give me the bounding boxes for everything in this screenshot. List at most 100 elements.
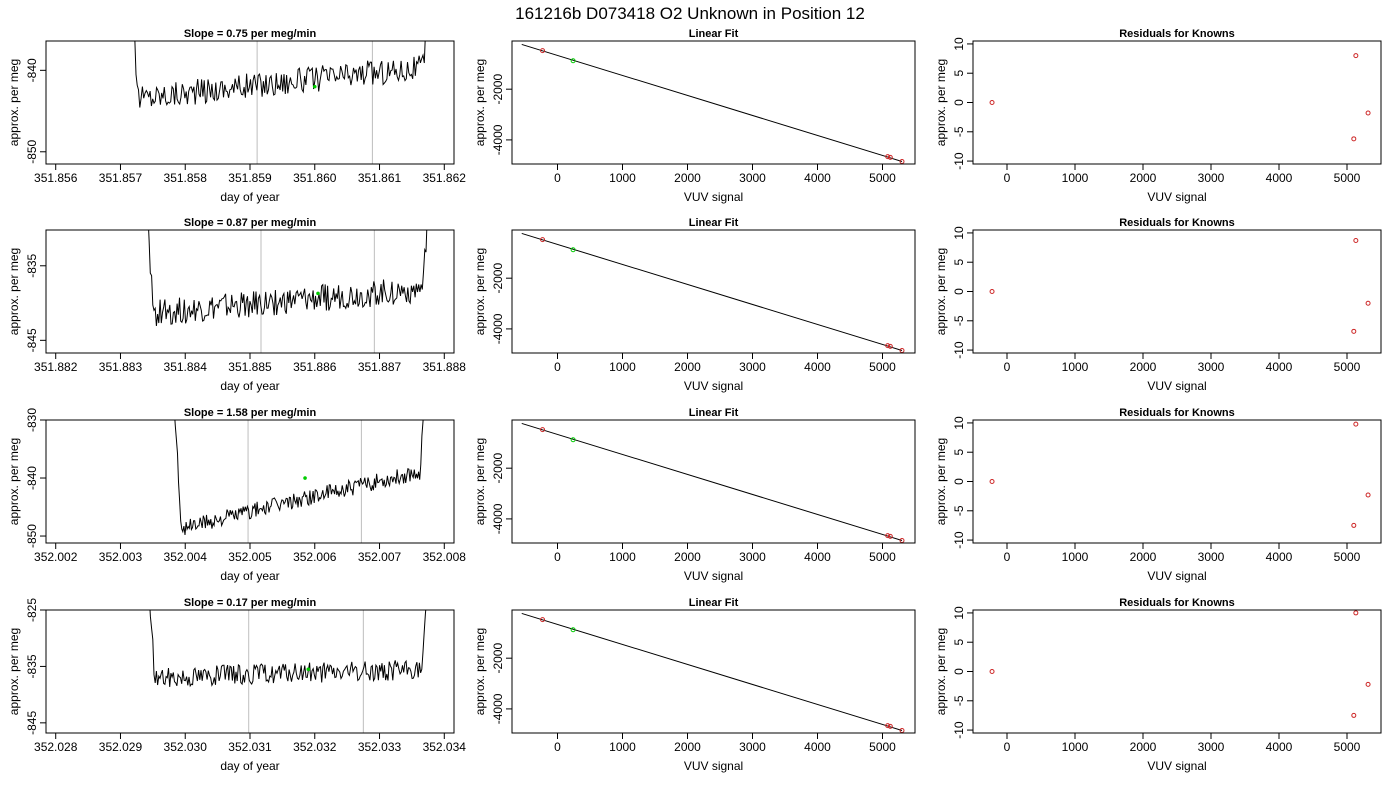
x-tick-label: 3000 <box>1198 550 1225 564</box>
x-tick-label: 0 <box>1004 360 1011 374</box>
x-tick-label: 1000 <box>609 550 636 564</box>
x-tick-label: 352.030 <box>164 740 208 754</box>
y-tick-label: -2000 <box>491 453 505 484</box>
x-tick-label: 351.883 <box>99 360 143 374</box>
y-tick-label: -10 <box>952 531 966 549</box>
y-tick-label: -4000 <box>491 124 505 155</box>
plot-area <box>521 612 905 733</box>
fit-line <box>521 612 903 731</box>
known-point <box>885 154 891 160</box>
y-tick-label: -5 <box>952 695 966 706</box>
plot-frame <box>45 609 455 734</box>
x-tick-label: 0 <box>554 550 561 564</box>
fit-panel-row-3: Linear Fit 0 1000 2000 3000 4000 5000 -2000 -400… <box>473 407 916 583</box>
y-tick-label: 5 <box>952 639 966 646</box>
x-tick-label: 3000 <box>1198 360 1225 374</box>
known-point <box>885 343 891 349</box>
y-axis-label: approx. per meg <box>473 248 487 335</box>
y-tick-label: -5 <box>952 315 966 326</box>
y-tick-label: -4000 <box>491 693 505 724</box>
unknown-point <box>570 247 576 253</box>
x-tick-label: 351.856 <box>34 171 78 185</box>
x-tick-label: 3000 <box>739 171 766 185</box>
known-point <box>899 347 905 353</box>
fit-line <box>521 422 903 541</box>
y-tick-label: -835 <box>25 253 39 277</box>
y-tick-label: -10 <box>952 341 966 359</box>
y-axis-label: approx. per meg <box>473 59 487 146</box>
residuals-panel-row-4: Residuals for Knowns 0 1000 2000 3000 4000 500… <box>934 597 1382 773</box>
x-tick-label: 2000 <box>674 740 701 754</box>
x-tick-label: 351.857 <box>99 171 143 185</box>
x-tick-label: 5000 <box>869 360 896 374</box>
y-tick-label: 5 <box>952 259 966 266</box>
x-tick-label: 0 <box>554 740 561 754</box>
signal-trace-line <box>174 420 424 536</box>
x-tick-label: 4000 <box>1266 740 1293 754</box>
panel-title: Slope = 0.87 per meg/min <box>184 217 317 229</box>
y-tick-label: 0 <box>952 478 966 485</box>
x-axis-label: day of year <box>220 379 279 393</box>
plot-frame <box>972 40 1382 165</box>
residual-point <box>1353 238 1359 244</box>
plot-area <box>989 610 1371 718</box>
known-point <box>899 158 905 164</box>
y-tick-label: -840 <box>25 58 39 82</box>
y-axis-label: approx. per meg <box>934 248 948 335</box>
x-tick-label: 352.004 <box>164 550 208 564</box>
unknown-mean-point <box>316 291 320 296</box>
plot-area <box>521 232 905 353</box>
y-axis-label: approx. per meg <box>7 438 21 525</box>
residual-point <box>989 479 995 484</box>
trace-panel-row-1: Slope = 0.75 per meg/min 351.856 351.857 35… <box>7 28 466 204</box>
panels: Slope = 0.75 per meg/min 351.856 351.857 35… <box>7 28 1382 773</box>
plot-frame <box>972 229 1382 354</box>
x-axis-label: VUV signal <box>1147 759 1206 773</box>
known-point <box>885 723 891 729</box>
x-tick-label: 1000 <box>1062 740 1089 754</box>
known-point <box>899 537 905 543</box>
signal-trace-line <box>149 610 427 688</box>
y-tick-label: -10 <box>952 152 966 170</box>
plot-area <box>134 41 426 164</box>
residuals-panel-row-2: Residuals for Knowns 0 1000 2000 3000 4000 500… <box>934 217 1382 393</box>
plot-area <box>989 53 1371 142</box>
plot-frame <box>45 40 455 165</box>
x-axis-label: day of year <box>220 759 279 773</box>
y-axis-label: approx. per meg <box>473 438 487 525</box>
panel-title: Slope = 1.58 per meg/min <box>184 407 317 419</box>
x-tick-label: 3000 <box>739 360 766 374</box>
x-tick-label: 2000 <box>1130 360 1157 374</box>
unknown-point <box>570 627 576 633</box>
x-tick-label: 3000 <box>1198 171 1225 185</box>
x-tick-label: 1000 <box>609 740 636 754</box>
x-tick-label: 5000 <box>1334 740 1361 754</box>
plot-area <box>149 610 427 733</box>
y-axis-label: approx. per meg <box>473 628 487 715</box>
trace-panel-row-4: Slope = 0.17 per meg/min 352.028 352.029 35… <box>7 597 466 773</box>
x-tick-label: 1000 <box>609 171 636 185</box>
x-tick-label: 351.861 <box>358 171 402 185</box>
signal-trace-line <box>134 41 426 108</box>
panel-title: Residuals for Knowns <box>1119 597 1235 609</box>
known-point <box>887 723 893 729</box>
fit-line <box>521 232 903 351</box>
x-tick-label: 3000 <box>739 550 766 564</box>
panel-title: Linear Fit <box>689 217 739 229</box>
x-tick-label: 5000 <box>1334 360 1361 374</box>
x-tick-label: 2000 <box>1130 171 1157 185</box>
x-tick-label: 5000 <box>869 171 896 185</box>
x-tick-label: 5000 <box>869 740 896 754</box>
panel-title: Linear Fit <box>689 407 739 419</box>
y-tick-label: -4000 <box>491 313 505 344</box>
fit-panel-row-4: Linear Fit 0 1000 2000 3000 4000 5000 -2000 -400… <box>473 597 916 773</box>
x-tick-label: 351.882 <box>34 360 78 374</box>
residual-point <box>989 100 995 105</box>
residuals-panel-row-3: Residuals for Knowns 0 1000 2000 3000 4000 500… <box>934 407 1382 583</box>
x-tick-label: 352.033 <box>358 740 402 754</box>
residual-point <box>1353 53 1359 59</box>
x-axis-label: day of year <box>220 190 279 204</box>
x-tick-label: 352.032 <box>293 740 337 754</box>
x-axis-label: VUV signal <box>1147 379 1206 393</box>
